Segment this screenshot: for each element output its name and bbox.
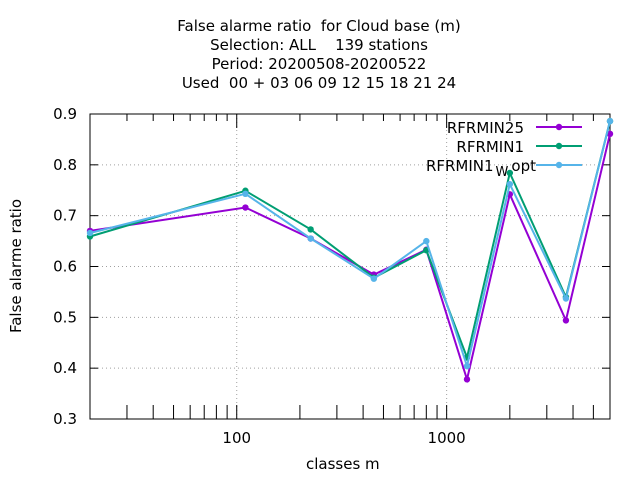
y-tick-label: 0.6 [53, 258, 77, 276]
data-point-series-3 [370, 275, 378, 282]
data-point-series-3 [463, 362, 471, 370]
legend-label-rfrmin25: RFRMIN25 [447, 119, 524, 137]
data-point-series-2 [506, 169, 514, 177]
y-tick-label: 0.5 [53, 308, 77, 326]
legend-label-rfrmin1-w-opt-tail: opt [511, 157, 536, 175]
x-axis-title: classes m [306, 455, 380, 473]
x-tick-label: 100 [222, 429, 251, 447]
data-point-series-3 [506, 180, 514, 188]
x-tick-label: 1000 [428, 429, 466, 447]
data-point-series-1 [606, 130, 614, 138]
chart-title-line-1: False alarme ratio for Cloud base (m) [177, 17, 461, 35]
legend-sample-marker-2 [555, 142, 563, 150]
data-point-series-3 [423, 237, 430, 245]
data-point-series-1 [463, 376, 471, 383]
y-tick-label: 0.3 [53, 410, 77, 428]
data-point-series-3 [307, 235, 314, 242]
grid-lines [90, 114, 610, 419]
legend-sample-marker-3 [555, 161, 563, 169]
legend-label-rfrmin1-w-opt-sub: W [496, 165, 509, 180]
data-point-series-3 [562, 295, 570, 302]
y-tick-label: 0.8 [53, 156, 77, 174]
legend-label-rfrmin1: RFRMIN1 [456, 138, 524, 156]
legend-sample-marker-1 [555, 123, 563, 131]
y-tick-label: 0.4 [53, 359, 77, 377]
chart-title-line-4: Used 00 + 03 06 09 12 15 18 21 24 [181, 74, 457, 92]
series-lines [86, 117, 614, 384]
legend-label-rfrmin1-w-opt-main: RFRMIN1 [426, 157, 494, 175]
data-point-series-2 [307, 226, 314, 233]
plot-border [89, 113, 611, 420]
axes: 0.3 0.4 0.5 0.6 0.7 0.8 0.9 100 1000 [53, 105, 611, 447]
data-point-series-1 [562, 317, 570, 324]
chart-title-line-3: Period: 20200508-20200522 [211, 55, 427, 73]
y-tick-label: 0.7 [53, 207, 77, 225]
data-point-series-3 [242, 190, 249, 198]
data-point-series-3 [606, 117, 614, 125]
chart-title-line-2: Selection: ALL 139 stations [210, 36, 428, 54]
y-tick-label: 0.9 [53, 105, 77, 123]
data-point-series-3 [86, 229, 94, 237]
data-point-series-1 [242, 204, 249, 211]
